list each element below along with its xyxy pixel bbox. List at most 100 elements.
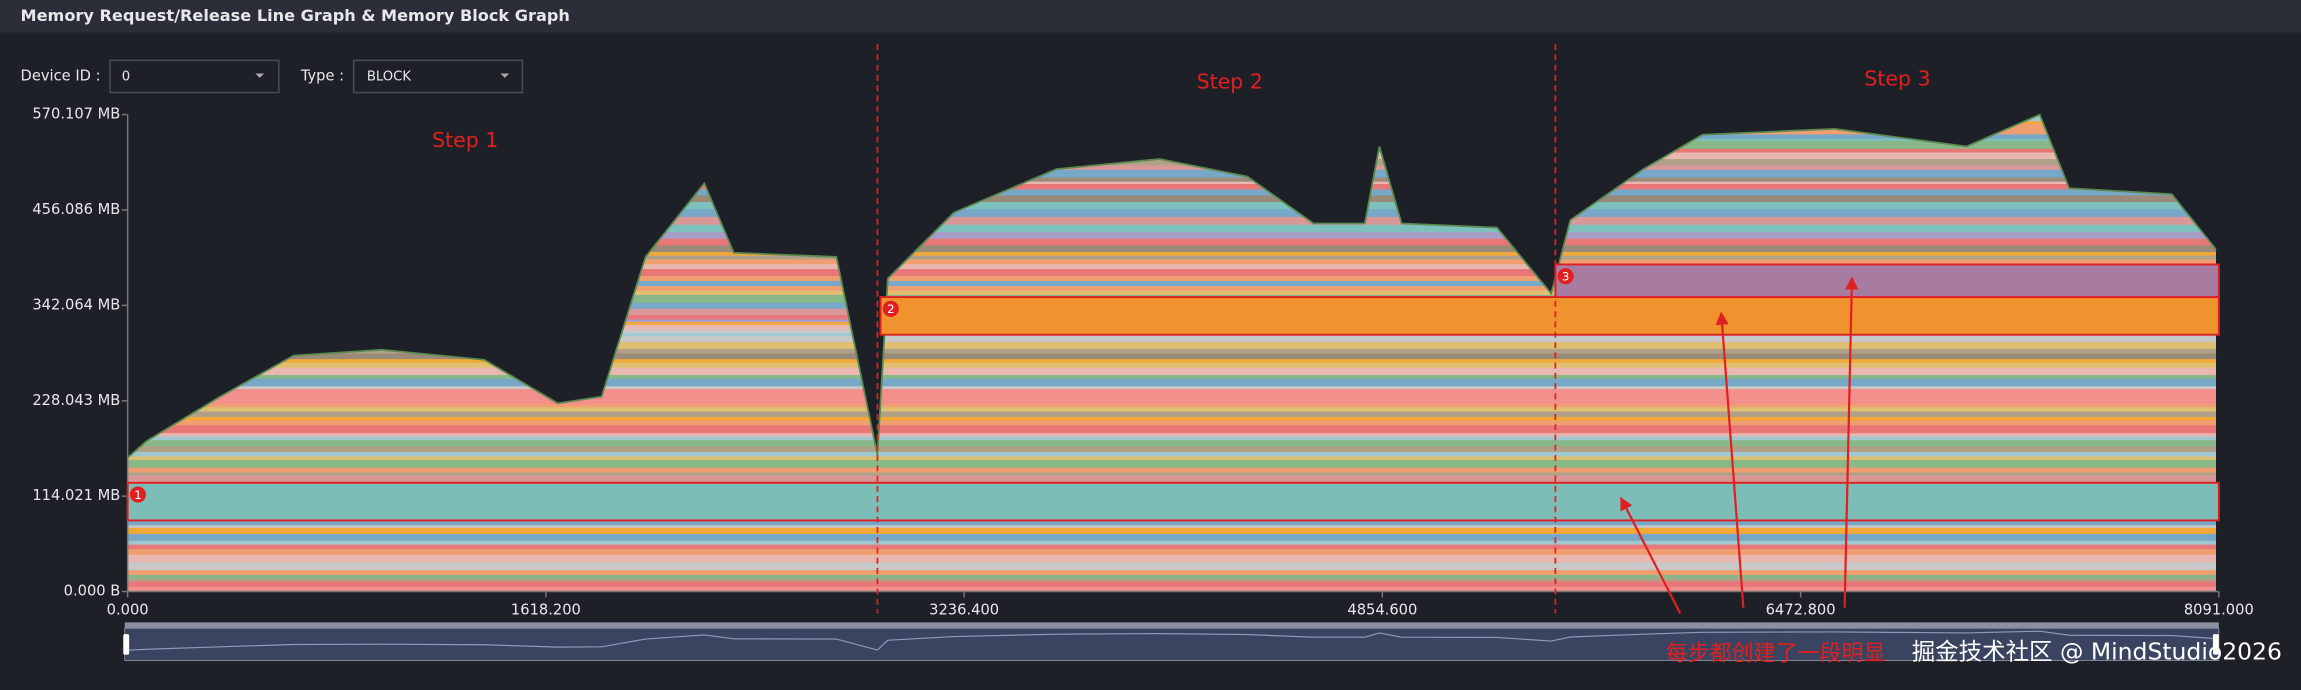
- memory-block-stripe: [127, 280, 2216, 287]
- memory-block-stripe: [127, 352, 2216, 360]
- memory-block-stripe: [127, 388, 2216, 394]
- memory-block-stripe: [127, 181, 2216, 185]
- memory-block-stripe: [127, 403, 2216, 408]
- memory-block-stripe: [127, 459, 2216, 468]
- type-label: Type :: [300, 67, 344, 84]
- memory-block-stripe: [127, 341, 2216, 349]
- y-tick-label: 570.107 MB: [32, 106, 120, 123]
- memory-block-stripe: [127, 348, 2216, 354]
- block-marker: [1557, 268, 1574, 285]
- memory-block-stripe: [127, 201, 2216, 210]
- memory-block-stripe: [127, 578, 2216, 582]
- memory-block-stripe: [127, 540, 2216, 545]
- memory-block-stripe: [127, 189, 2216, 196]
- device-select[interactable]: [109, 59, 280, 94]
- memory-block-stripe: [127, 406, 2216, 412]
- x-tick-label: 3236.400: [929, 602, 999, 619]
- block-marker: [129, 486, 147, 503]
- memory-block: [126, 481, 2220, 522]
- memory-block-stripe: [127, 564, 2216, 571]
- memory-block-stripe: [127, 472, 2216, 476]
- memory-block-stripe: [127, 216, 2216, 225]
- device-label: Device ID :: [21, 67, 101, 84]
- zoom-handle[interactable]: [123, 634, 130, 655]
- memory-block-stripe: [127, 569, 2216, 575]
- memory-block-stripe: [127, 467, 2216, 473]
- plot: 0.000 B 114.021 MB 228.043 MB 342.064 MB 456…: [32, 44, 2254, 661]
- memory-block-stripe: [127, 208, 2216, 217]
- memory-block-stripe: [127, 527, 2216, 534]
- y-tick-label: 0.000 B: [64, 583, 121, 600]
- memory-block-stripe: [127, 194, 2216, 203]
- y-tick-label: 342.064 MB: [32, 296, 120, 313]
- watermark: 掘金技术社区 @ MindStudio2026: [1912, 638, 2282, 666]
- memory-block-stripe: [127, 358, 2216, 363]
- memory-block-stripe: [127, 290, 2216, 295]
- header-bar: [0, 0, 2301, 33]
- block-marker: [882, 300, 899, 317]
- memory-block-stripe: [127, 385, 2216, 389]
- y-tick-label: 456.086 MB: [32, 201, 120, 218]
- memory-block-stripe: [127, 245, 2216, 253]
- memory-block-stripe: [127, 378, 2216, 387]
- zoom-slider-top: [124, 622, 2219, 629]
- block-marker-label: 1: [134, 488, 141, 502]
- memory-block-stripe: [127, 574, 2216, 579]
- memory-block-stripe: [127, 238, 2216, 243]
- memory-block-stripe: [127, 586, 2216, 592]
- memory-block-stripe: [127, 420, 2216, 426]
- memory-block-stripe: [127, 374, 2216, 379]
- y-tick-label: 228.043 MB: [32, 392, 120, 409]
- memory-block: [1554, 263, 2220, 299]
- zoom-handle[interactable]: [2212, 634, 2219, 655]
- dropdown-arrow: [500, 73, 510, 78]
- step-label: Step 1: [432, 128, 498, 152]
- memory-block-stripe: [127, 397, 2216, 405]
- memory-block-stripe: [127, 335, 2216, 343]
- annotation-arrow: [1843, 276, 1859, 608]
- memory-block-stripe: [127, 164, 2216, 170]
- x-tick-label: 1618.200: [511, 602, 581, 619]
- memory-block-stripe: [127, 554, 2216, 563]
- block-marker-label: 2: [887, 302, 894, 316]
- type-select[interactable]: [352, 59, 524, 94]
- memory-block-stripe: [127, 392, 2216, 398]
- x-tick-label: 0.000: [107, 602, 149, 619]
- memory-block-stripe: [127, 411, 2216, 417]
- step-label: Step 2: [1197, 69, 1263, 93]
- memory-block-stripe: [127, 451, 2216, 457]
- header-title: Memory Request/Release Line Graph & Memo…: [21, 6, 570, 25]
- x-tick-label: 4854.600: [1347, 602, 1417, 619]
- annotation-arrow: [1715, 311, 1745, 608]
- memory-block-stripe: [127, 177, 2216, 182]
- memory-block-stripe: [127, 258, 2216, 265]
- dropdown-arrow: [255, 73, 265, 78]
- y-tick-label: 114.021 MB: [32, 487, 120, 504]
- memory-block-stripe: [127, 424, 2216, 434]
- memory-block-stripe: [127, 242, 2216, 246]
- memory-block-stripe: [127, 231, 2216, 239]
- x-tick-label: 6472.800: [1766, 602, 1836, 619]
- memory-block-stripe: [127, 436, 2216, 441]
- memory-block-stripe: [127, 544, 2216, 550]
- memory-block-stripe: [127, 255, 2216, 260]
- memory-block-stripe: [127, 561, 2216, 565]
- memory-block-stripe: [127, 275, 2216, 281]
- memory-block-stripe: [127, 432, 2216, 437]
- memory-block-stripe: [127, 183, 2216, 190]
- type-value: BLOCK: [367, 69, 412, 84]
- memory-block-stripe: [127, 367, 2216, 376]
- memory-block-stripe: [127, 456, 2216, 460]
- memory-block-stripe: [127, 224, 2216, 233]
- memory-block: [879, 296, 2220, 336]
- memory-block-stripe: [127, 362, 2216, 368]
- memory-block-stripe: [127, 548, 2216, 555]
- x-tick-label: 8091.000: [2184, 602, 2254, 619]
- memory-block-stripe: [127, 474, 2216, 484]
- annotation: 每步都创建了一段明显: [1666, 642, 1886, 667]
- memory-line: [127, 113, 2217, 459]
- memory-block-stripe: [127, 519, 2216, 526]
- memory-block-stripe: [127, 263, 2216, 270]
- memory-block-stripe: [127, 524, 2216, 528]
